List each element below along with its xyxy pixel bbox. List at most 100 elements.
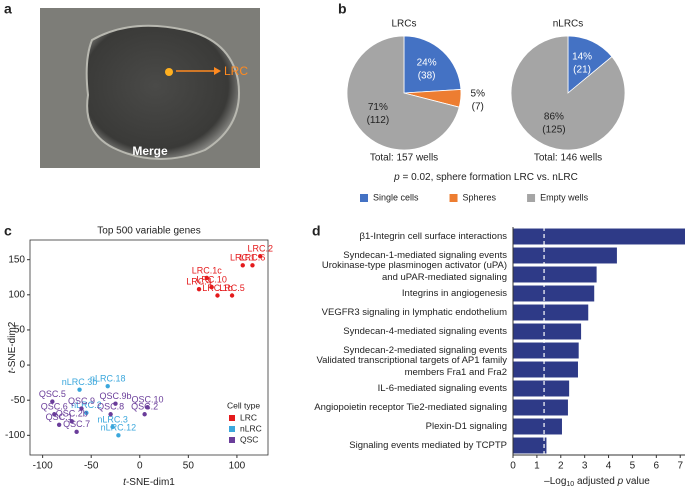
y-tick-label: Syndecan-1-mediated signaling events [343,250,507,261]
point-label: nLRC.12 [101,423,137,433]
y-tick-label: β1-Integrin cell surface interactions [359,231,507,242]
point [209,284,214,290]
bar [513,342,579,359]
axis-label: p = 0.02, sphere formation LRC vs. nLRC [393,172,578,183]
label-part: –Log [544,476,566,487]
micrograph: LRC Merge [40,8,260,168]
panel-label: a [4,1,12,17]
point-label: LRC.6 [240,253,266,263]
x-tick-label: -50 [84,461,99,472]
x-tick-label: 7 [677,461,683,472]
x-tick-label: 0 [510,461,516,472]
label-part: adjusted [574,476,617,487]
legend-label: Single cells [373,192,419,202]
point-label: LRC.5 [219,283,245,293]
pie-count-label: (7) [472,102,484,113]
point [215,293,220,298]
pie-total: Total: 146 wells [534,153,602,164]
x-tick-label: 6 [654,461,660,472]
panel-label: c [4,223,12,239]
pie-count-label: (21) [573,65,591,76]
legend-swatch [229,415,235,421]
point-label: QSC.2b [56,409,88,419]
panel-label: d [312,223,321,239]
pie-count-label: (125) [542,125,565,136]
point-label: nLRC.2 [71,400,102,410]
point-label: LRC.1c [192,265,223,275]
label-part: t [7,369,18,373]
point [84,410,89,416]
point [69,419,74,424]
x-tick-label: 50 [183,461,195,472]
point-label: LRC.1 [230,253,256,263]
arrow-label: LRC [224,64,248,78]
x-tick-label: 5 [630,461,636,472]
legend-label: nLRC [240,423,262,433]
bar [513,380,570,397]
y-tick-label: 150 [8,254,25,265]
label-part: 10 [566,481,574,488]
legend-swatch [229,426,235,432]
x-tick-label: 100 [229,461,246,472]
y-tick-label: Plexin-D1 signaling [426,421,507,432]
y-tick-label: Signaling events mediated by TCPTP [349,440,507,451]
point [74,429,79,435]
legend-swatch [449,194,458,202]
pie-value-label: 14% [572,52,592,63]
point [116,433,121,438]
bar [513,399,568,416]
legend-label: LRC [240,412,257,422]
point-label: QSC.9 [68,396,95,406]
y-tick-label: Syndecan-4-mediated signaling events [343,326,507,337]
x-tick-label: 2 [558,461,564,472]
bar [513,285,595,302]
point [142,412,147,417]
bar [513,247,617,264]
point-label: LRC.10 [196,274,227,284]
y-tick-label: Angiopoietin receptor Tie2-mediated sign… [314,402,507,413]
point-label: QSC.2 [131,402,158,412]
label-part: value [623,476,650,487]
x-tick-label: 4 [606,461,612,472]
bar [513,418,562,435]
point-label: QSC.8 [97,402,124,412]
point [258,253,263,259]
legend-swatch [360,194,368,202]
y-tick-label: Integrins in angiogenesis [402,288,507,299]
axis-label: –Log10 adjusted p value [544,476,650,489]
point [229,293,235,298]
y-tick-label: Syndecan-2-mediated signaling events [343,345,507,356]
label-part: t [123,477,127,488]
bar [513,304,589,321]
pie-count-label: (38) [418,71,436,82]
y-tick-label: and uPAR-mediated signaling [382,272,507,283]
pie-value-label: 5% [471,89,486,100]
y-tick-label: members Fra1 and Fra2 [405,367,507,378]
point-label: QSC.10 [132,395,164,405]
chart-title: Top 500 variable genes [97,226,200,237]
pie-value-label: 71% [368,102,388,113]
legend-label: Spheres [463,192,497,202]
point [108,412,113,417]
y-tick-label: Validated transcriptional targets of AP1… [317,355,508,366]
point-label: nLRC.18 [90,374,126,384]
bar [513,266,597,283]
bar [513,323,582,340]
y-tick-label: VEGFR3 signaling in lymphatic endotheliu… [322,307,507,318]
label-part: = 0.02, sphere formation LRC vs. nLRC [400,172,578,183]
label-part: -SNE-dim1 [126,477,175,488]
point [77,387,82,392]
pie-value-label: 86% [544,112,564,123]
bar [513,437,547,454]
point-label: LRC.4 [186,277,212,287]
y-tick-label: 50 [14,325,26,336]
point-label: QSC.5 [39,389,66,399]
y-tick-label: -100 [5,430,25,441]
point [113,401,118,406]
plot-frame [29,239,269,456]
panel-label: b [338,1,347,17]
pie-slice [510,35,626,151]
axis-label: t-SNE-dim2 [7,321,18,373]
point [110,424,115,430]
